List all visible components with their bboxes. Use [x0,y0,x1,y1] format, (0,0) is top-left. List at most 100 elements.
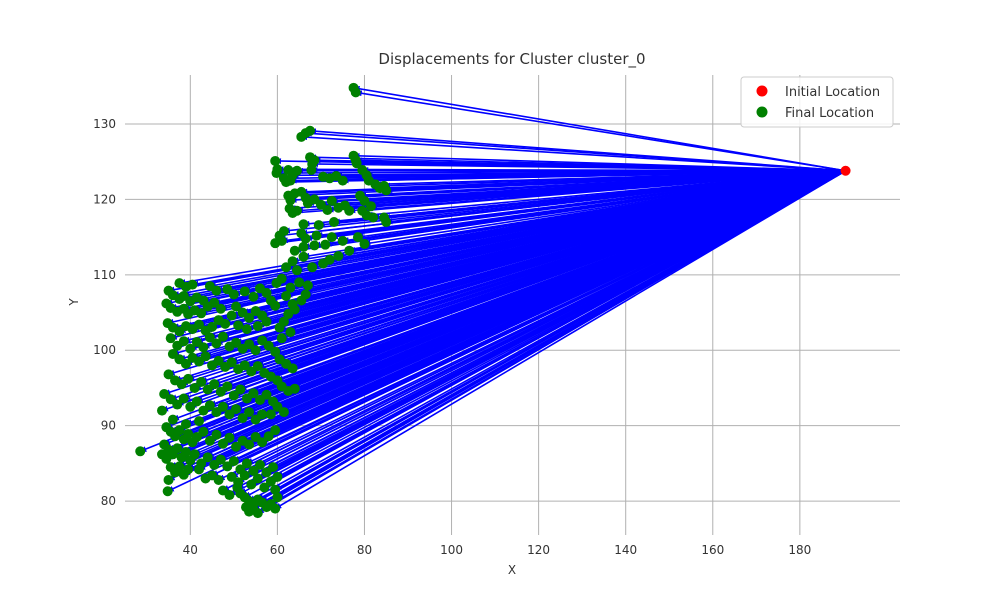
final-location-point [189,382,200,393]
final-location-point [213,355,224,366]
y-tick-label: 130 [93,117,116,131]
final-location-point [165,333,176,344]
final-location-point [244,407,255,418]
displacement-arrows [139,85,846,514]
final-location-point [163,474,174,485]
final-location-point [226,310,237,321]
final-location-point [252,361,263,372]
x-tick-label: 160 [701,543,724,557]
final-location-point [237,413,248,424]
final-location-point [281,262,292,273]
final-location-point [309,155,320,166]
final-location-point [318,258,329,269]
final-location-point [241,458,252,469]
final-location-point [270,425,281,436]
final-location-point [241,324,252,335]
displacement-arrow [232,169,846,297]
final-location-point [222,381,233,392]
displacement-arrow [300,134,846,172]
final-location-point [231,441,242,452]
final-location-point [244,439,255,450]
final-location-point [202,452,213,463]
final-location-point [257,409,268,420]
displacement-arrow [204,170,846,358]
final-location-point [226,357,237,368]
final-location-point [200,351,211,362]
x-axis-label: X [508,563,516,577]
final-location-point [285,282,296,293]
displacement-arrow [198,170,846,471]
final-location-point [328,217,339,228]
final-location-point [270,346,281,357]
displacement-arrow [204,170,846,480]
final-location-point [278,407,289,418]
y-tick-label: 80 [101,494,116,508]
chart-title: Displacements for Cluster cluster_0 [378,50,645,69]
displacement-arrow [363,169,846,204]
final-location-point [259,482,270,493]
final-location-point [311,230,322,241]
final-location-point [285,175,296,186]
final-location-point [287,256,298,267]
final-location-point [135,446,146,457]
final-location-point [285,327,296,338]
final-location-point [365,201,376,212]
final-location-point [204,332,215,343]
final-location-point [291,165,302,176]
displacement-arrow [354,90,846,172]
final-location-point [291,265,302,276]
displacement-arrow [222,170,846,492]
final-location-point [196,308,207,319]
final-location-point [287,363,298,374]
final-location-point [172,443,183,454]
final-location-point [204,435,215,446]
final-location-point [326,195,337,206]
final-location-point [222,284,233,295]
final-location-point [271,278,282,289]
final-location-point [233,320,244,331]
final-location-point [359,238,370,249]
final-location-point [194,416,205,427]
displacement-arrow [356,169,846,240]
final-location-point [381,217,392,228]
final-location-point [224,432,235,443]
final-location-point [244,339,255,350]
final-location-point [185,343,196,354]
final-location-point [209,379,220,390]
displacement-arrow [365,169,846,179]
final-location-point [298,251,309,262]
final-location-point [320,239,331,250]
legend: Initial Location Final Location [740,76,894,128]
displacement-arrow [252,169,846,299]
final-location-point [271,168,282,179]
final-location-point [257,437,268,448]
final-location-point [333,250,344,261]
final-location-point [211,338,222,349]
final-location-point [270,484,281,495]
final-location-point [207,321,218,332]
final-location-point [289,245,300,256]
final-location-point [268,462,279,473]
final-location-point [217,401,228,412]
displacement-arrow [361,167,846,174]
final-location-point [270,300,281,311]
displacement-arrow [361,169,846,214]
final-location-point [270,238,281,249]
final-location-point [263,340,274,351]
final-location-point [261,316,272,327]
final-location-point [235,384,246,395]
final-location-point [261,287,272,298]
final-location-point [272,471,283,482]
final-location-point [270,155,281,166]
displacement-arrow [252,170,846,511]
final-location-point [270,503,281,514]
x-tick-label: 180 [788,543,811,557]
final-location-point [252,473,263,484]
final-location-point [211,429,222,440]
final-location-point [252,321,263,332]
y-tick-label: 90 [101,419,116,433]
final-location-point [217,485,228,496]
final-location-point [239,360,250,371]
